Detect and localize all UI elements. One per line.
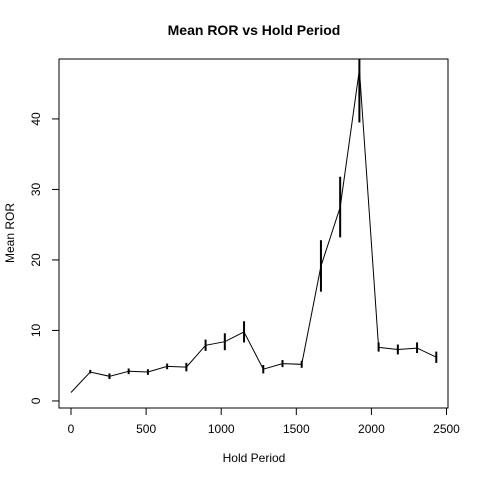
y-axis: 0 10 20 30 40 (29, 112, 60, 404)
x-tick-label: 0 (68, 422, 75, 436)
y-tick-label: 30 (29, 182, 43, 196)
x-tick-label: 2000 (358, 422, 385, 436)
x-axis-label: Hold Period (223, 451, 286, 465)
x-axis: 0 500 1000 1500 2000 2500 (68, 407, 460, 436)
chart-title: Mean ROR vs Hold Period (168, 22, 341, 38)
x-tick-label: 1000 (208, 422, 235, 436)
series-line (70, 69, 437, 393)
y-tick-label: 0 (29, 397, 43, 404)
x-tick-label: 1500 (283, 422, 310, 436)
x-tick-label: 2500 (433, 422, 460, 436)
y-tick-label: 10 (29, 323, 43, 337)
y-tick-label: 40 (29, 112, 43, 126)
series (70, 69, 437, 393)
y-tick-label: 20 (29, 253, 43, 267)
x-tick-label: 500 (136, 422, 156, 436)
y-axis-label: Mean ROR (3, 203, 17, 263)
